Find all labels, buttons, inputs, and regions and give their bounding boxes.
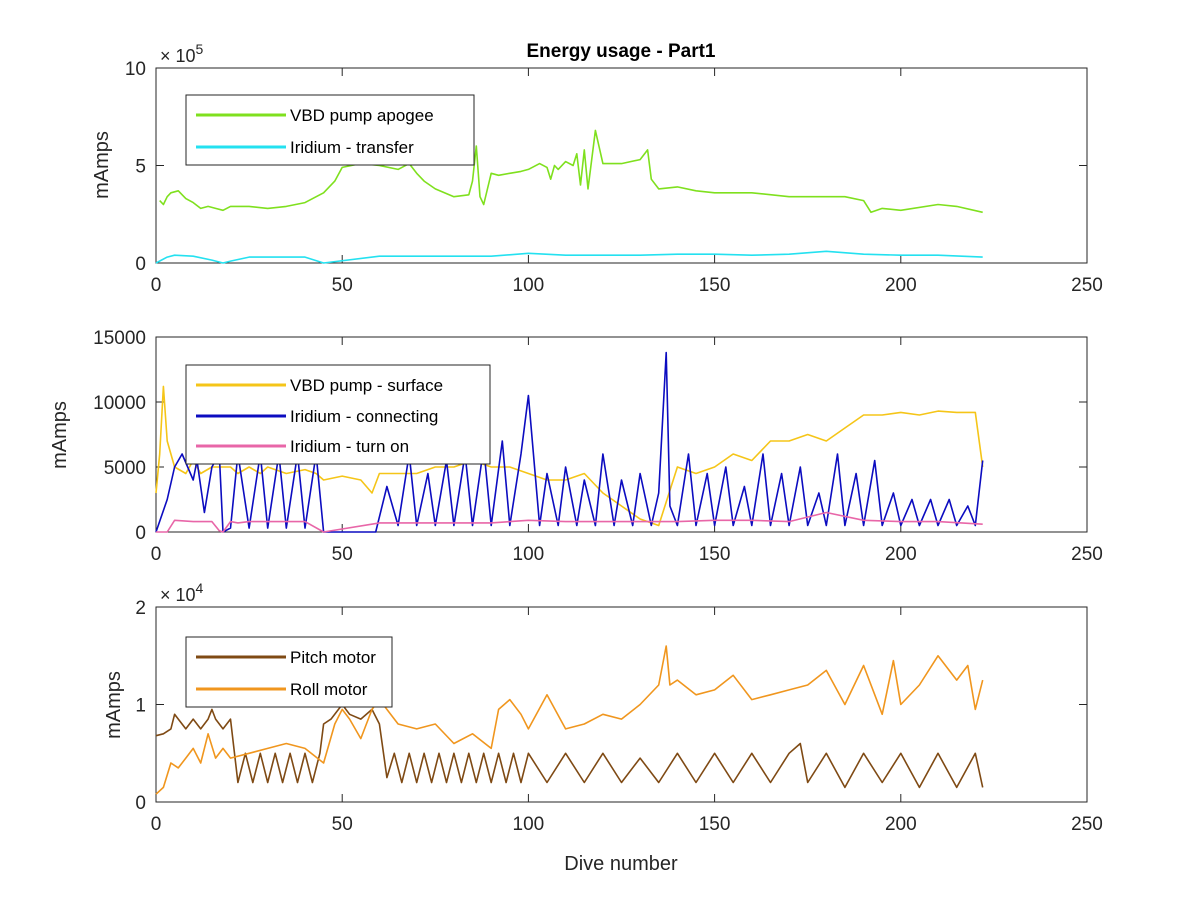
y-tick-label: 2 bbox=[135, 598, 146, 619]
y-tick-label: 0 bbox=[135, 523, 146, 544]
bottom-y-exponent-base: × 10 bbox=[160, 585, 196, 605]
bottom-series-layer bbox=[155, 645, 984, 795]
bottom-y-exponent: × 104 bbox=[160, 580, 204, 605]
x-tick-label: 150 bbox=[699, 275, 731, 296]
legend-label-roll-motor: Roll motor bbox=[290, 680, 368, 699]
x-tick-label: 50 bbox=[332, 814, 353, 835]
x-tick-label: 0 bbox=[151, 814, 162, 835]
legend-label-vbd-pump-apogee: VBD pump apogee bbox=[290, 106, 434, 125]
x-tick-label: 100 bbox=[513, 275, 545, 296]
series-line-iridium-turn-on bbox=[156, 511, 983, 533]
y-tick-label: 5000 bbox=[104, 458, 146, 479]
y-tick-label: 0 bbox=[135, 254, 146, 275]
top-axis-ticks: 0 50 100 150 200 250 0 5 10 bbox=[125, 59, 1103, 296]
legend-label-pitch-motor: Pitch motor bbox=[290, 648, 376, 667]
x-tick-label: 200 bbox=[885, 275, 917, 296]
bottom-legend: Pitch motor Roll motor bbox=[185, 636, 393, 708]
series-line-vbd-pump-apogee bbox=[159, 129, 983, 214]
middle-axis-ticks: 0 50 100 150 200 250 0 5000 10000 15000 bbox=[93, 328, 1103, 565]
middle-subplot: mAmps 0 50 100 150 200 250 0 5000 10000 15000 VBD… bbox=[49, 328, 1103, 565]
x-axis-label: Dive number bbox=[564, 853, 678, 875]
legend-label-vbd-pump-surface: VBD pump - surface bbox=[290, 376, 443, 395]
series-line-pitch-motor bbox=[155, 703, 984, 789]
bottom-y-exponent-power: 4 bbox=[196, 580, 204, 596]
bottom-legend-box bbox=[185, 636, 393, 708]
chart-title: Energy usage - Part1 bbox=[526, 41, 715, 62]
x-tick-label: 100 bbox=[513, 544, 545, 565]
legend-label-iridium-turn-on: Iridium - turn on bbox=[290, 437, 409, 456]
y-tick-label: 0 bbox=[135, 793, 146, 814]
legend-label-iridium-transfer: Iridium - transfer bbox=[290, 138, 414, 157]
legend-label-iridium-connecting: Iridium - connecting bbox=[290, 407, 438, 426]
x-tick-label: 50 bbox=[332, 544, 353, 565]
top-y-exponent-power: 5 bbox=[196, 41, 204, 57]
middle-y-axis-label: mAmps bbox=[49, 401, 71, 469]
bottom-y-axis-label: mAmps bbox=[103, 671, 125, 739]
x-tick-label: 50 bbox=[332, 275, 353, 296]
x-tick-label: 250 bbox=[1071, 544, 1103, 565]
y-tick-label: 10000 bbox=[93, 393, 146, 414]
y-tick-label: 1 bbox=[135, 696, 146, 717]
x-tick-label: 100 bbox=[513, 814, 545, 835]
x-tick-label: 0 bbox=[151, 275, 162, 296]
middle-legend: VBD pump - surface Iridium - connecting … bbox=[185, 364, 491, 465]
x-tick-label: 150 bbox=[699, 814, 731, 835]
x-tick-label: 150 bbox=[699, 544, 731, 565]
top-legend-box bbox=[185, 94, 475, 166]
y-tick-label: 5 bbox=[135, 157, 146, 178]
x-tick-label: 200 bbox=[885, 544, 917, 565]
bottom-axis-ticks: 0 50 100 150 200 250 0 1 2 bbox=[135, 598, 1102, 835]
series-line-roll-motor bbox=[155, 645, 984, 795]
bottom-subplot: × 104 mAmps Dive number 0 50 100 150 200 2500… bbox=[103, 580, 1103, 875]
top-subplot: Energy usage - Part1 × 105 mAmps 0 50 100 1… bbox=[91, 41, 1103, 296]
x-tick-label: 0 bbox=[151, 544, 162, 565]
y-tick-label: 10 bbox=[125, 59, 146, 80]
top-series-layer bbox=[155, 129, 983, 264]
x-tick-label: 200 bbox=[885, 814, 917, 835]
x-tick-label: 250 bbox=[1071, 275, 1103, 296]
top-y-exponent-base: × 10 bbox=[160, 46, 196, 66]
y-tick-label: 15000 bbox=[93, 328, 146, 349]
top-legend: VBD pump apogee Iridium - transfer bbox=[185, 94, 475, 166]
top-y-exponent: × 105 bbox=[160, 41, 204, 66]
series-line-iridium-transfer bbox=[155, 250, 983, 264]
x-tick-label: 250 bbox=[1071, 814, 1103, 835]
top-y-axis-label: mAmps bbox=[91, 131, 113, 199]
